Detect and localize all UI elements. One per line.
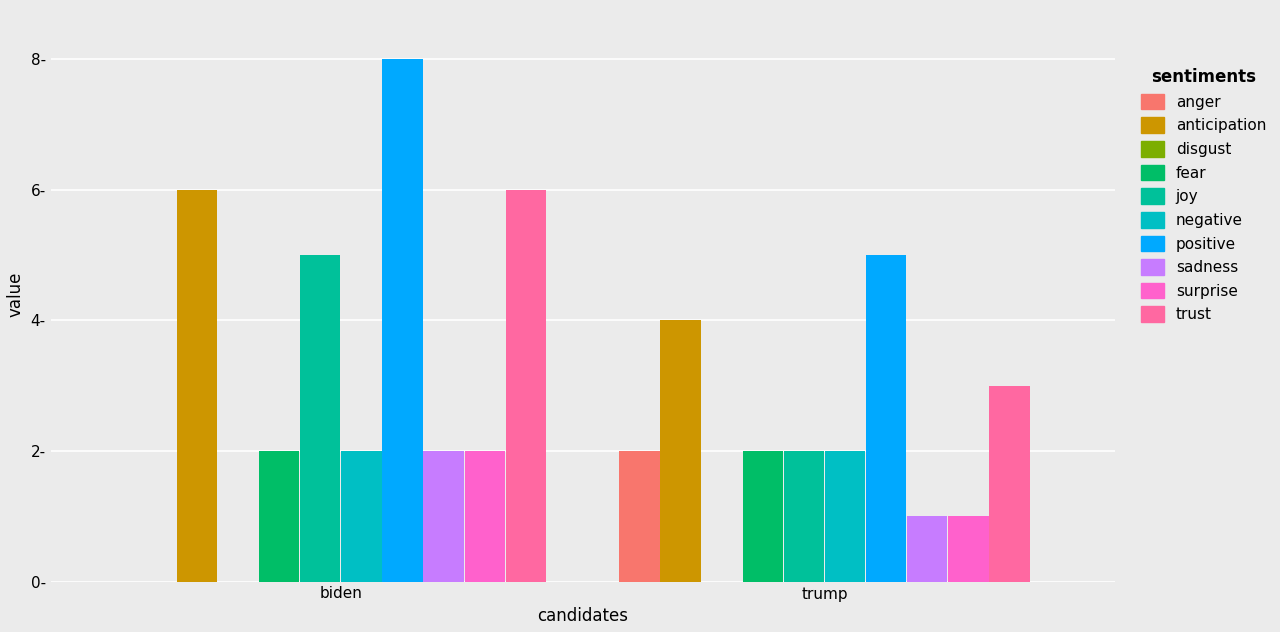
Bar (342, 451, 381, 581)
Bar (259, 451, 300, 581)
Bar (742, 451, 783, 581)
Bar (424, 451, 463, 581)
Y-axis label: value: value (6, 272, 24, 317)
Legend: anger, anticipation, disgust, fear, joy, negative, positive, sadness, surprise, : anger, anticipation, disgust, fear, joy,… (1133, 61, 1274, 330)
Bar (867, 255, 906, 581)
Bar (506, 190, 547, 581)
Bar (177, 190, 218, 581)
X-axis label: candidates: candidates (538, 607, 628, 625)
Bar (908, 516, 947, 581)
Bar (660, 320, 700, 581)
Bar (300, 255, 340, 581)
Bar (620, 451, 659, 581)
Bar (465, 451, 504, 581)
Bar (948, 516, 988, 581)
Bar (383, 59, 422, 581)
Bar (783, 451, 824, 581)
Bar (824, 451, 865, 581)
Bar (989, 386, 1029, 581)
